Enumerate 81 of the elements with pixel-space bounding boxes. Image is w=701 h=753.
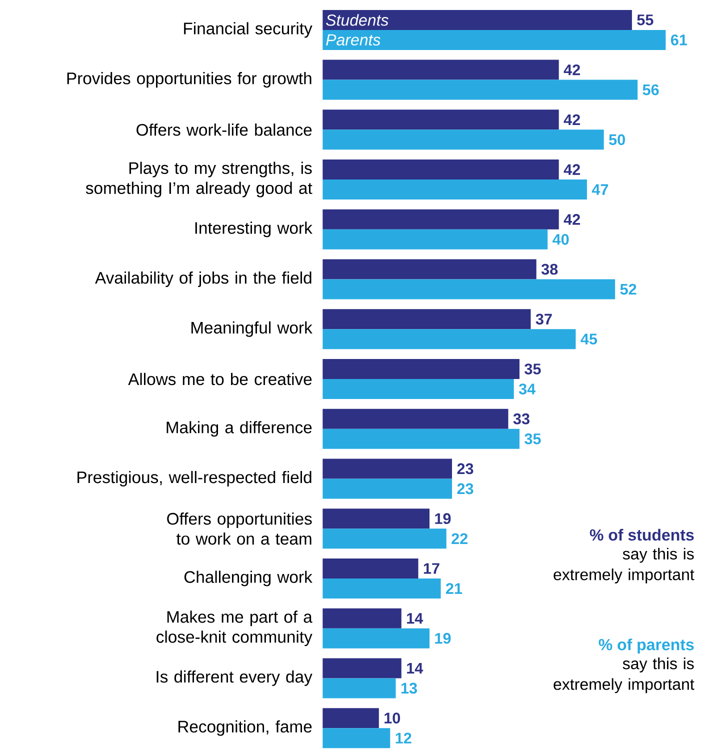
bar xyxy=(322,180,587,200)
y-tick-label: Financial security xyxy=(184,22,312,38)
bar xyxy=(322,678,396,698)
data-label: 61 xyxy=(670,34,688,46)
y-tick-label: Is different every day xyxy=(156,670,312,686)
bar xyxy=(322,229,548,250)
data-label: 19 xyxy=(435,632,451,644)
bar xyxy=(322,658,402,678)
bar xyxy=(322,428,520,449)
bar xyxy=(322,30,666,50)
data-label: 42 xyxy=(564,214,580,225)
data-label: 35 xyxy=(524,364,541,374)
data-label: 42 xyxy=(564,114,580,126)
y-tick-label: Making a difference xyxy=(166,421,312,437)
y-tick-label: Meaningful work xyxy=(191,321,312,337)
y-tick-label: Challenging work xyxy=(184,570,312,586)
bar xyxy=(322,160,559,180)
data-label: 55 xyxy=(637,14,654,26)
data-label: 42 xyxy=(564,64,580,76)
annotation: % of students xyxy=(590,528,694,541)
bar xyxy=(322,379,514,400)
bar xyxy=(322,329,576,350)
bar xyxy=(322,558,418,578)
data-label: 47 xyxy=(592,184,608,195)
data-label: 38 xyxy=(541,264,558,275)
data-label: 35 xyxy=(524,433,541,444)
annotation: say this is extremely important xyxy=(554,658,694,694)
data-label: 45 xyxy=(580,334,598,344)
bar xyxy=(322,708,379,728)
annotation: % of parents xyxy=(598,638,694,654)
series-label: Students xyxy=(326,14,388,26)
series-label: Parents xyxy=(326,34,380,46)
bar xyxy=(322,110,559,130)
bar xyxy=(322,528,446,549)
y-tick-label: Allows me to be creative xyxy=(128,372,312,386)
data-label: 10 xyxy=(384,712,400,724)
y-tick-label: Plays to my strengths, is something I’m already good at xyxy=(86,162,312,198)
bar xyxy=(322,10,632,30)
data-label: 50 xyxy=(609,134,625,146)
data-label: 23 xyxy=(457,463,474,474)
data-label: 34 xyxy=(518,384,536,394)
bar xyxy=(322,60,559,80)
y-tick-label: Makes me part of a close-knit community xyxy=(156,610,312,646)
bar xyxy=(322,408,508,429)
y-tick-label: Availability of jobs in the field xyxy=(95,271,312,288)
data-label: 21 xyxy=(446,583,462,594)
data-label: 14 xyxy=(407,613,424,624)
bar xyxy=(322,80,638,100)
data-label: 22 xyxy=(452,533,468,544)
data-label: 19 xyxy=(435,513,451,524)
data-label: 12 xyxy=(396,732,412,744)
data-label: 42 xyxy=(564,164,580,175)
bar xyxy=(322,209,559,230)
y-tick-label: Prestigious, well-respected field xyxy=(78,470,312,486)
data-label: 37 xyxy=(536,314,552,325)
y-tick-label: Offers opportunities to work on a team xyxy=(167,512,312,545)
data-label: 52 xyxy=(620,284,636,295)
bar xyxy=(322,608,402,628)
bar xyxy=(322,458,452,479)
data-label: 17 xyxy=(424,563,440,574)
bar xyxy=(322,578,441,598)
data-label: 33 xyxy=(513,413,530,424)
y-tick-label: Interesting work xyxy=(195,222,312,238)
bar xyxy=(322,728,390,748)
bar xyxy=(322,478,452,499)
bar xyxy=(322,359,520,380)
data-label: 56 xyxy=(642,84,659,96)
bar xyxy=(322,628,430,648)
bar xyxy=(322,130,604,150)
bar xyxy=(322,309,531,330)
annotation: say this is extremely important xyxy=(554,548,694,584)
y-tick-label: Provides opportunities for growth xyxy=(67,72,312,88)
y-tick-label: Recognition, fame xyxy=(178,720,312,736)
data-label: 14 xyxy=(407,662,424,674)
data-label: 23 xyxy=(457,483,474,494)
bar xyxy=(322,508,430,529)
data-label: 13 xyxy=(401,682,417,694)
y-tick-label: Offers work-life balance xyxy=(136,124,312,136)
bar xyxy=(322,279,616,300)
data-label: 40 xyxy=(552,234,569,245)
bar xyxy=(322,259,536,280)
